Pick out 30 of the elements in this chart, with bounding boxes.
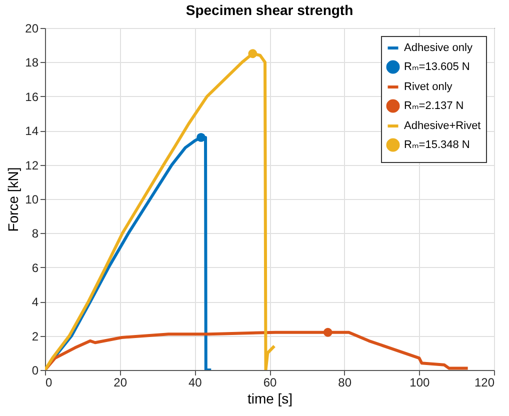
legend-label: Adhesive only	[404, 42, 473, 54]
point	[323, 328, 332, 337]
y-tick-label: 18	[25, 56, 39, 70]
point	[248, 49, 258, 58]
chart-title: Specimen shear strength	[186, 2, 354, 18]
y-axis-title: Force [kN]	[5, 167, 22, 232]
y-tick-label: 20	[25, 22, 39, 36]
x-tick-label: 20	[114, 376, 128, 390]
legend-label: Rₘ=13.605 N	[404, 61, 470, 73]
point	[196, 132, 206, 142]
y-tick-label: 6	[32, 260, 39, 275]
y-tick-label: 4	[32, 295, 39, 310]
y-tick-label: 10	[25, 192, 39, 206]
legend-label: Rₘ=15.348 N	[404, 139, 470, 151]
x-axis-title: time [s]	[247, 390, 293, 406]
x-tick-label: 100	[410, 376, 430, 390]
x-tick-label: 60	[263, 376, 277, 390]
legend-label: Rₘ=2.137 N	[404, 100, 464, 112]
legend-label: Rivet only	[404, 81, 453, 93]
y-tick-label: 12	[25, 158, 39, 172]
y-tick-label: 8	[32, 226, 39, 241]
x-tick-label: 40	[188, 376, 202, 390]
y-tick-label: 16	[25, 90, 39, 104]
x-tick-label: 120	[474, 376, 495, 390]
legend-label: Adhesive+Rivet	[404, 120, 481, 132]
x-tick-label: 80	[338, 376, 352, 390]
y-tick-label: 0	[32, 364, 39, 378]
y-tick-label: 14	[25, 124, 39, 138]
x-tick-label: 0	[46, 376, 52, 390]
y-tick-label: 2	[32, 329, 39, 344]
